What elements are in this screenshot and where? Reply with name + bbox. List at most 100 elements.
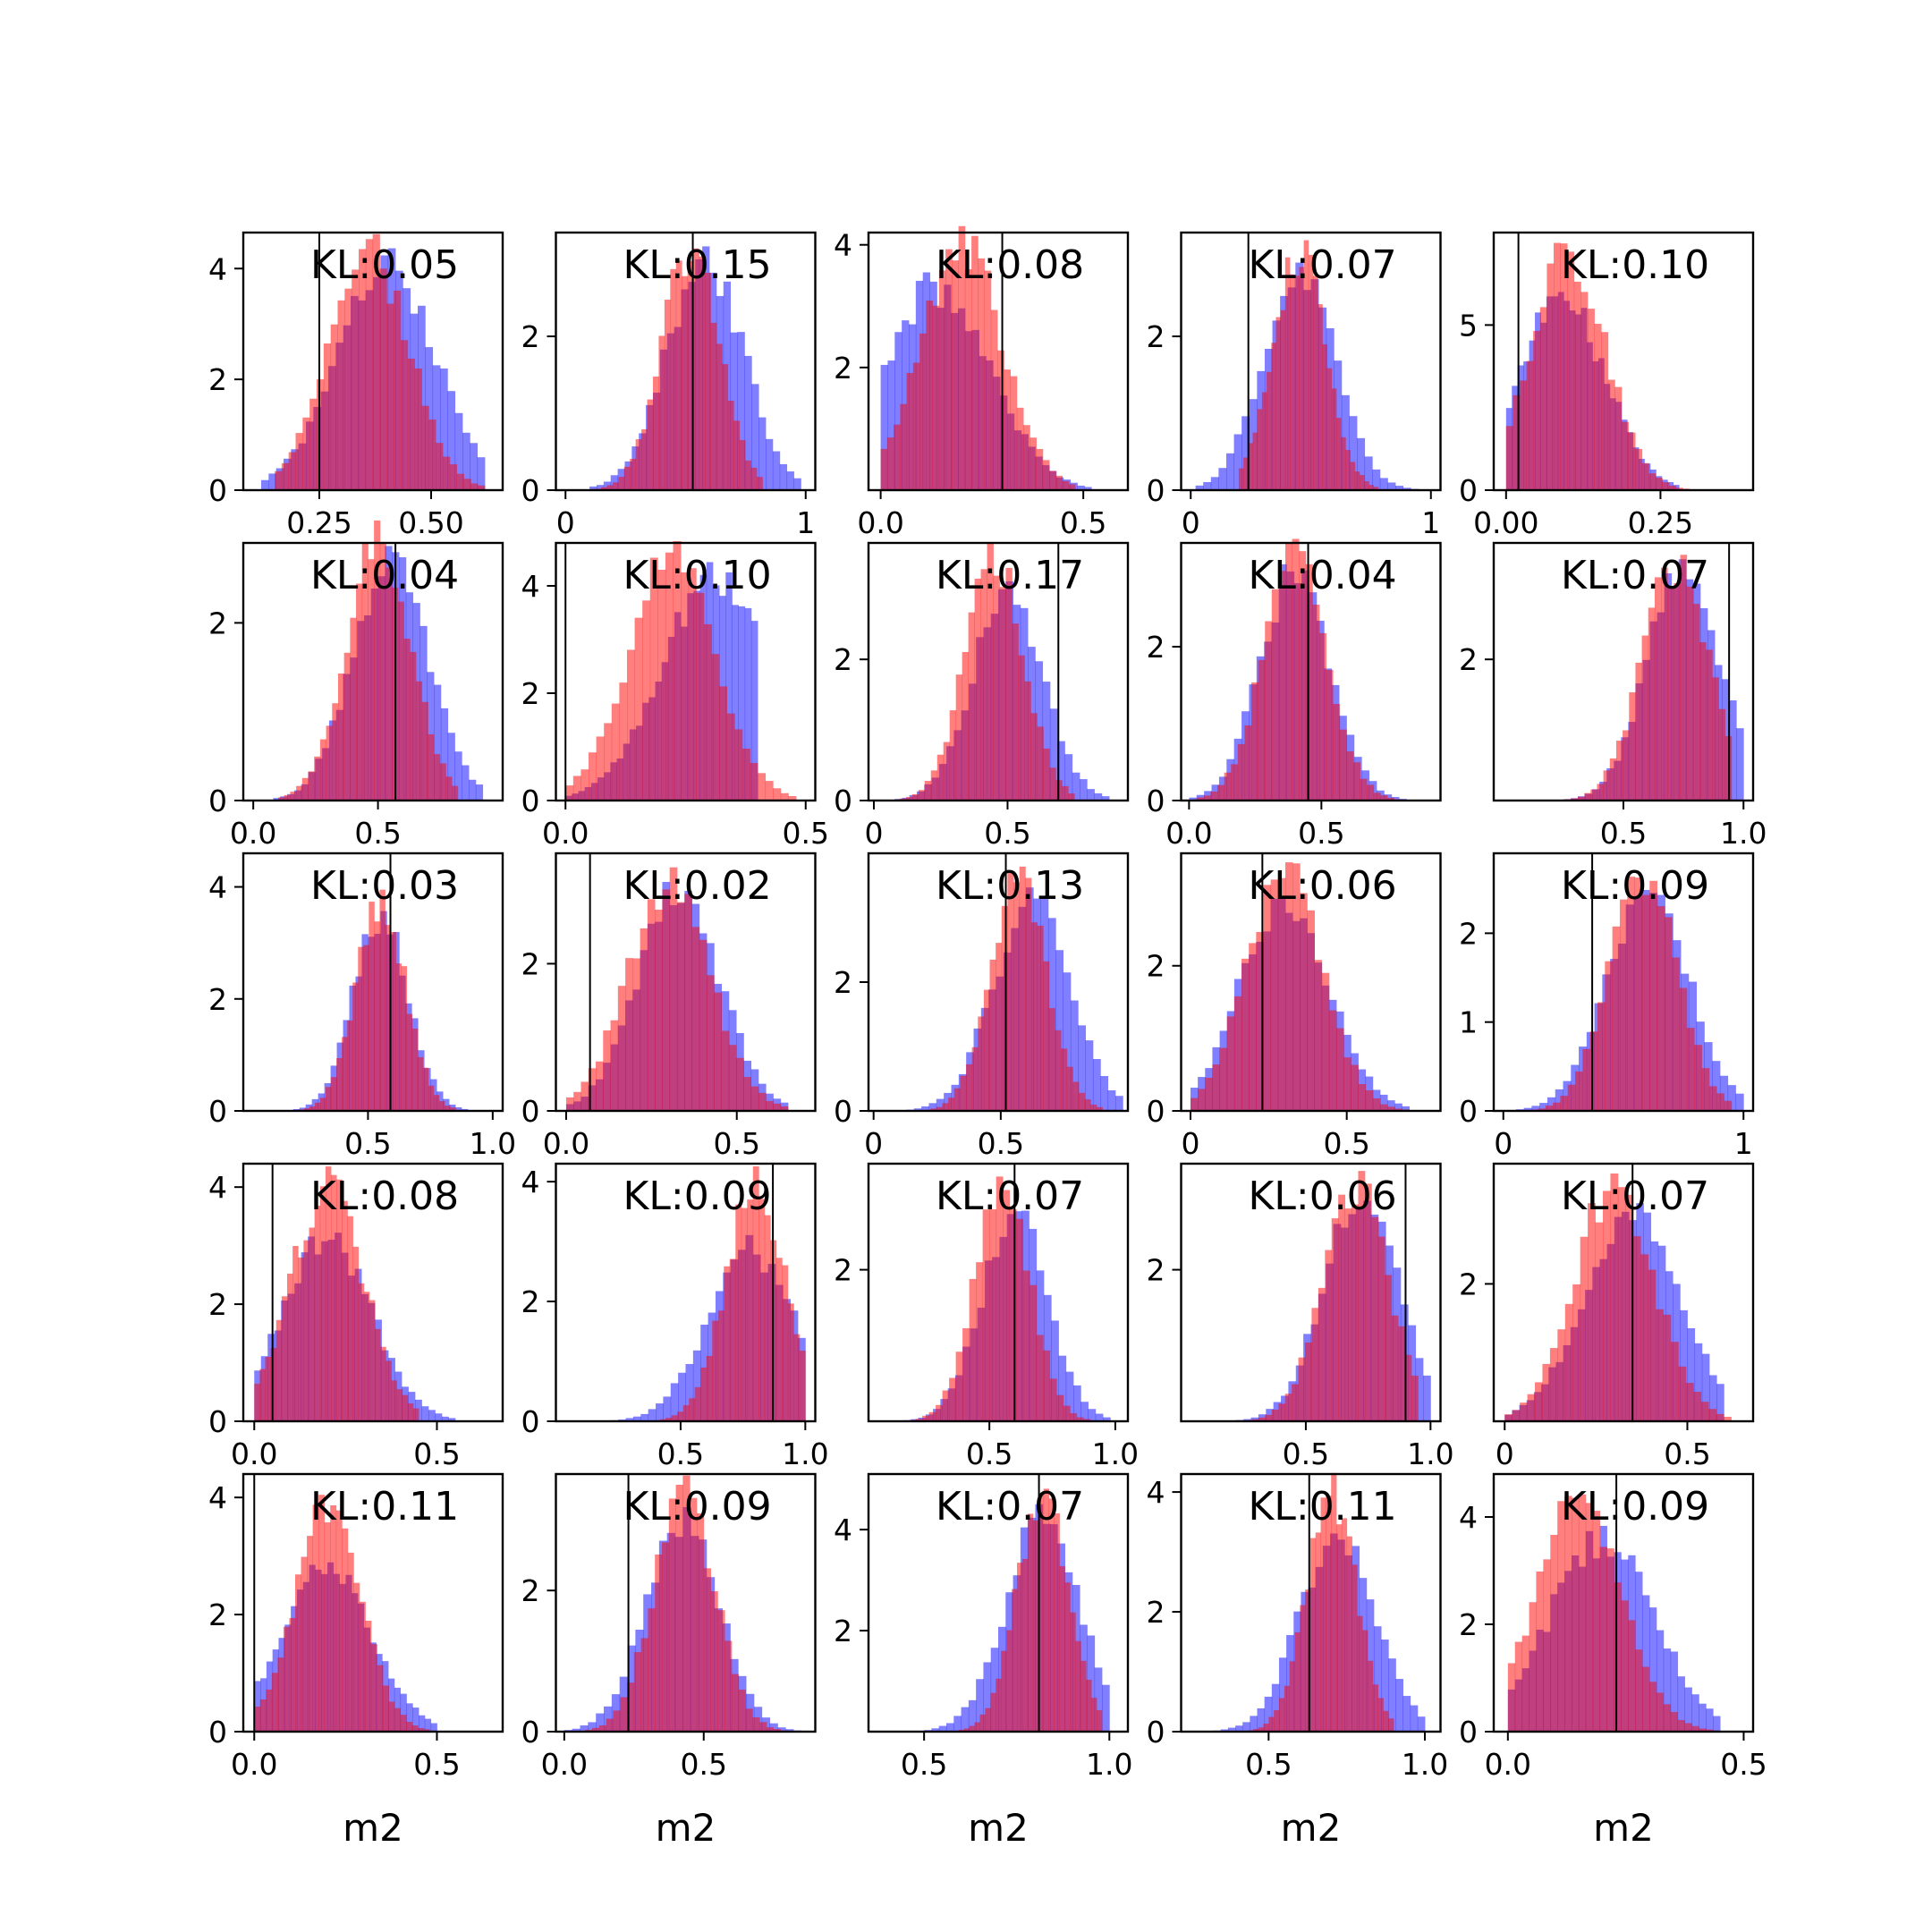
histogram-bar bbox=[278, 797, 285, 801]
histogram-bar bbox=[1300, 893, 1308, 1111]
histogram-bar bbox=[1233, 434, 1242, 490]
x-tick-label: 0.5 bbox=[1298, 816, 1344, 851]
histogram-bar bbox=[1675, 487, 1683, 490]
histogram-bar bbox=[737, 332, 745, 490]
x-tick-label: 0.0 bbox=[543, 1126, 589, 1161]
histogram-bar bbox=[1662, 482, 1670, 490]
axes-frame bbox=[242, 541, 504, 802]
histogram-bar bbox=[996, 943, 1003, 1111]
histogram-bar bbox=[312, 1504, 319, 1732]
histogram-bar bbox=[440, 708, 449, 801]
histogram-bar bbox=[1013, 882, 1021, 1111]
histogram-bar bbox=[765, 781, 774, 801]
histogram-bar bbox=[1091, 1698, 1097, 1732]
histogram-bar bbox=[1398, 1326, 1405, 1421]
histogram-bar bbox=[449, 1107, 456, 1111]
histogram-bar bbox=[383, 1685, 389, 1732]
histogram-bar bbox=[1305, 564, 1313, 801]
histogram-bar bbox=[729, 1258, 736, 1421]
histogram-bar bbox=[356, 583, 363, 801]
histogram-bar bbox=[1367, 784, 1375, 801]
histogram-bar bbox=[1557, 1501, 1565, 1732]
histogram-bar bbox=[930, 770, 938, 801]
histogram-bar bbox=[945, 249, 953, 490]
histogram-bar bbox=[352, 1246, 360, 1421]
histogram-bar bbox=[965, 1063, 973, 1111]
histogram-bar bbox=[588, 1722, 597, 1732]
histogram-bar bbox=[1252, 432, 1258, 490]
histogram-bar bbox=[1635, 662, 1642, 801]
y-tick-label: 2 bbox=[208, 1597, 227, 1632]
histogram-bar bbox=[1257, 1707, 1266, 1732]
x-tick-label: 0.5 bbox=[344, 1126, 391, 1161]
histogram-bar bbox=[1294, 1631, 1301, 1732]
histogram-bar bbox=[1318, 632, 1326, 801]
histogram-bar bbox=[363, 1292, 370, 1421]
histogram-panel: 0.5 1.0 2 4 KL:0.07 m2 bbox=[834, 1472, 1133, 1850]
y-tick-label: 0 bbox=[1459, 473, 1478, 508]
histogram-bar bbox=[1231, 764, 1239, 801]
histogram-bar bbox=[728, 1045, 737, 1111]
histogram-bar bbox=[1602, 1191, 1611, 1421]
histogram-bar bbox=[1284, 1394, 1292, 1421]
x-tick-label: 0.5 bbox=[1060, 505, 1106, 540]
histogram-bar bbox=[963, 1728, 970, 1732]
histogram-bar bbox=[428, 1085, 435, 1111]
histogram-bar bbox=[259, 1699, 267, 1732]
histogram-bar bbox=[1063, 972, 1072, 1111]
histogram-panel: 0.0 0.5 0 2 4 KL:0.08 bbox=[208, 1162, 504, 1471]
kl-annotation: KL:0.07 bbox=[1561, 1174, 1709, 1219]
histogram-bar bbox=[648, 1608, 656, 1732]
histogram-bar bbox=[363, 945, 369, 1111]
histogram-bar bbox=[699, 939, 708, 1111]
histogram-bar bbox=[921, 1106, 929, 1111]
histogram-bar bbox=[1241, 416, 1250, 490]
histogram-bar bbox=[1298, 1357, 1306, 1421]
red-series bbox=[254, 1495, 430, 1732]
histogram-bar bbox=[632, 958, 641, 1111]
axes-frame bbox=[1180, 1472, 1442, 1733]
histogram-bar bbox=[1072, 772, 1080, 801]
histogram-bar bbox=[1338, 1194, 1346, 1421]
histogram-bar bbox=[911, 793, 919, 801]
histogram-bar bbox=[439, 763, 446, 801]
histogram-bar bbox=[596, 1713, 605, 1732]
histogram-bar bbox=[736, 1057, 744, 1111]
x-tick-label: 0.5 bbox=[978, 1126, 1024, 1161]
histogram-panel: 0 1 0 2 KL:0.07 bbox=[1147, 231, 1442, 540]
histogram-bar bbox=[1684, 1687, 1692, 1732]
histogram-bar bbox=[1373, 487, 1379, 490]
x-tick-label: 1.0 bbox=[470, 1126, 516, 1161]
histogram-bar bbox=[287, 1273, 293, 1421]
histogram-bar bbox=[379, 889, 386, 1111]
histogram-bar bbox=[478, 485, 486, 490]
histogram-bar bbox=[1504, 1414, 1513, 1421]
x-tick-label: 0.0 bbox=[230, 816, 276, 851]
x-tick-label: 0.0 bbox=[542, 816, 589, 851]
histogram-bar bbox=[722, 364, 729, 490]
y-tick-label: 0 bbox=[521, 1094, 540, 1129]
histogram-bar bbox=[987, 543, 994, 801]
histogram-bar bbox=[685, 1363, 694, 1421]
histogram-bar bbox=[989, 1209, 997, 1421]
histogram-bar bbox=[454, 412, 463, 490]
histogram-bar bbox=[1265, 621, 1273, 801]
histogram-bar bbox=[423, 1729, 430, 1732]
histogram-bar bbox=[1252, 1729, 1259, 1732]
histogram-bar bbox=[625, 958, 633, 1111]
histogram-bar bbox=[589, 752, 597, 801]
histogram-bar bbox=[1557, 1329, 1566, 1421]
histogram-bar bbox=[1395, 486, 1404, 490]
y-tick-label: 2 bbox=[521, 676, 540, 711]
histogram-bar bbox=[1617, 1187, 1626, 1421]
histogram-bar bbox=[953, 1716, 962, 1732]
histogram-bar bbox=[580, 769, 589, 801]
x-tick-label: 0.5 bbox=[1664, 1436, 1710, 1471]
histogram-bar bbox=[452, 785, 459, 801]
histogram-bar bbox=[900, 403, 907, 490]
y-tick-label: 2 bbox=[834, 642, 852, 677]
histogram-bar bbox=[996, 1176, 1004, 1421]
histogram-bar bbox=[449, 464, 458, 490]
histogram-bar bbox=[1043, 961, 1050, 1111]
histogram-bar bbox=[711, 654, 720, 801]
